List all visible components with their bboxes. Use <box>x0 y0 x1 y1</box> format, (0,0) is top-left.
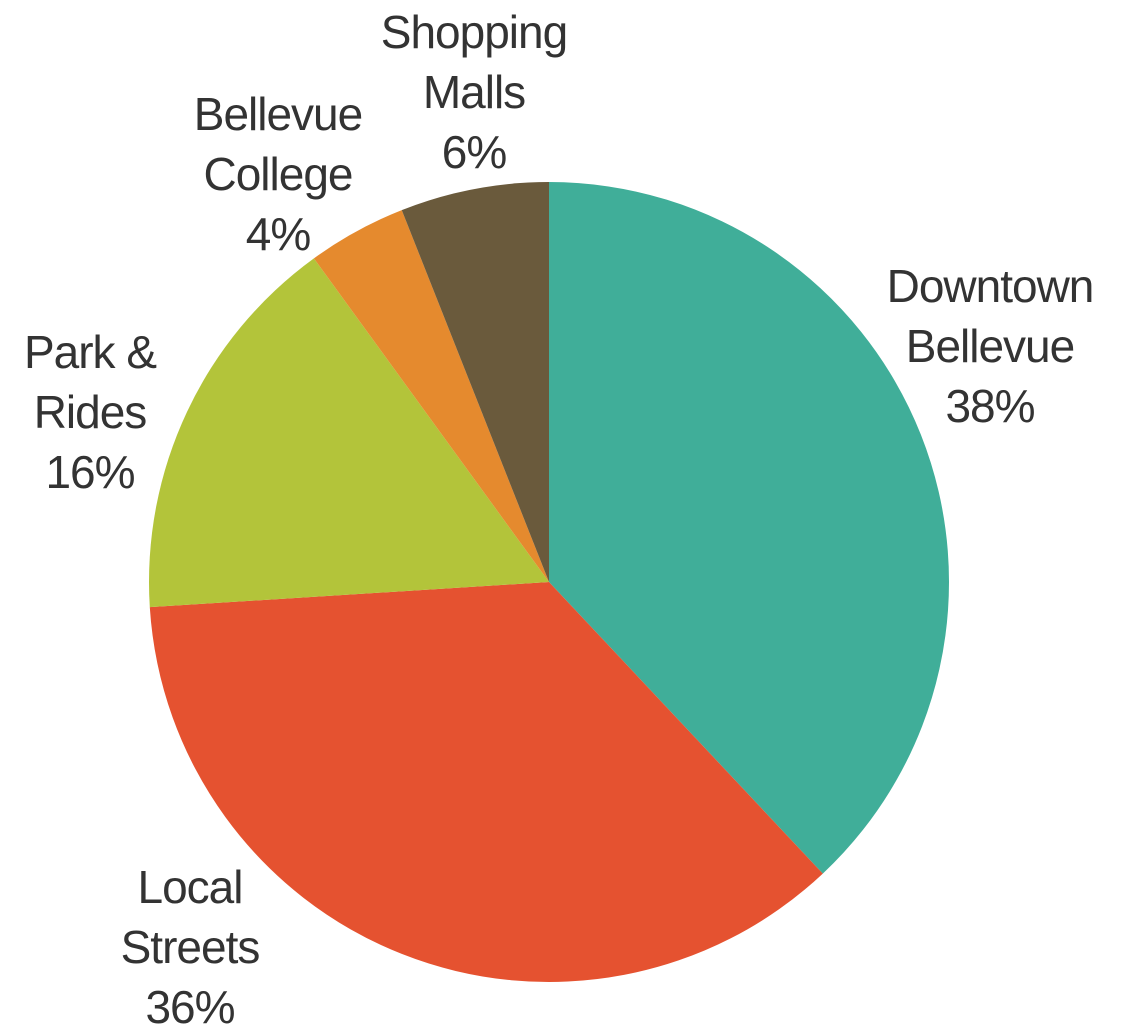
slice-value-label-downtown-bellevue: 38% <box>945 380 1034 432</box>
pie-slice-bellevue-college <box>313 210 549 582</box>
pie-slice-downtown-bellevue <box>549 182 950 874</box>
pie-slices <box>149 182 950 983</box>
slice-name-label-local-streets: Local <box>138 861 243 913</box>
slice-name-label-local-streets: Streets <box>121 921 260 973</box>
slice-value-label-local-streets: 36% <box>145 981 234 1026</box>
slice-name-label-park-rides: Park & <box>24 326 156 378</box>
pie-slice-park-rides <box>149 258 549 608</box>
slice-name-label-shopping-malls: Malls <box>423 66 525 118</box>
slice-value-label-shopping-malls: 6% <box>442 126 507 178</box>
slice-name-label-downtown-bellevue: Bellevue <box>906 320 1074 372</box>
slice-value-label-park-rides: 16% <box>45 446 134 498</box>
slice-name-label-shopping-malls: Shopping <box>381 6 567 58</box>
slice-name-label-park-rides: Rides <box>34 386 147 438</box>
slice-name-label-bellevue-college: College <box>204 148 353 200</box>
slice-value-label-bellevue-college: 4% <box>246 208 311 260</box>
slice-name-label-bellevue-college: Bellevue <box>194 88 362 140</box>
pie-slice-shopping-malls <box>401 182 549 582</box>
slice-name-label-downtown-bellevue: Downtown <box>887 260 1094 312</box>
slice-labels: Downtown Bellevue 38% Local Streets 36% Park &… <box>24 6 1094 1026</box>
pie-slice-local-streets <box>149 582 823 983</box>
